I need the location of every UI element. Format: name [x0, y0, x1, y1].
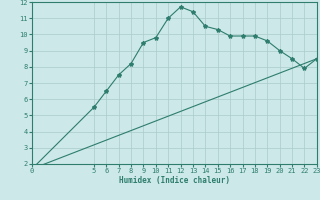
- X-axis label: Humidex (Indice chaleur): Humidex (Indice chaleur): [119, 176, 230, 185]
